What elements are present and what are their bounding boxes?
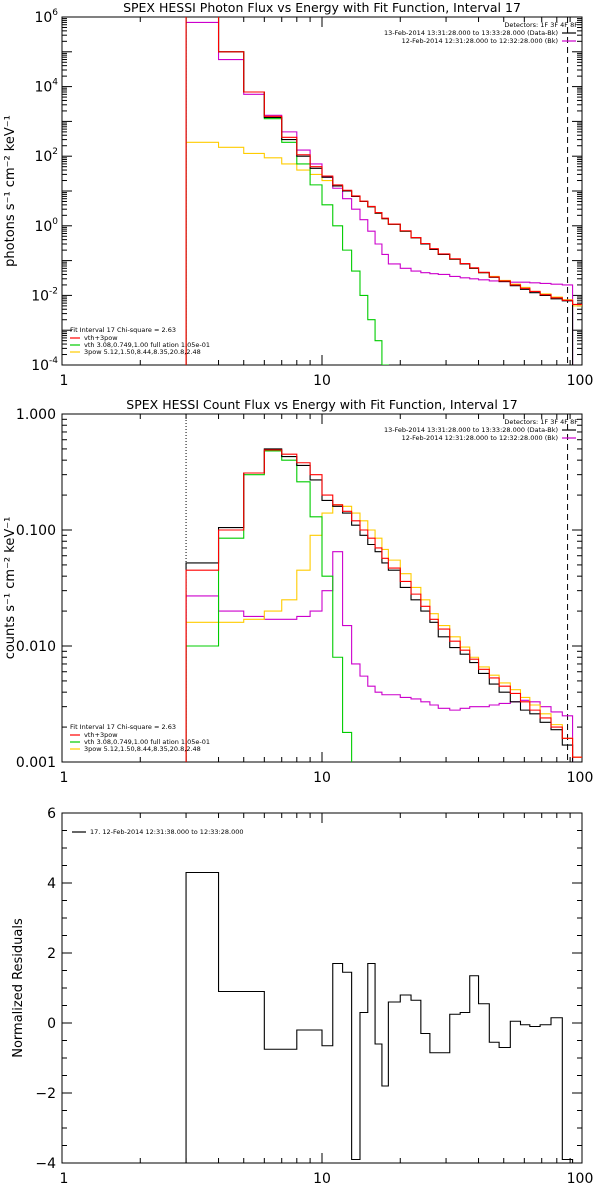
y-tick-label: 102 xyxy=(34,147,58,165)
series-line xyxy=(185,449,582,762)
series-line xyxy=(185,871,574,1163)
legend-entry: 3pow 5.12,1.50,8.44,8.35,20.8,2.48 xyxy=(84,745,201,753)
y-tick-label: −2 xyxy=(35,1086,56,1102)
y-tick-label: −4 xyxy=(35,1156,56,1172)
legend-entry: vth 3.08,0.749,1.00 full ation 1.05e-01 xyxy=(84,341,210,349)
y-tick-base: 10 xyxy=(31,358,49,374)
x-tick-label: 100 xyxy=(567,373,594,389)
x-tick-label: 10 xyxy=(313,373,331,389)
y-tick-label: 100 xyxy=(34,217,58,235)
legend-entry: 3pow 5.12,1.50,8.44,8.35,20.8,2.48 xyxy=(84,348,201,356)
chart-title: SPEX HESSI Count Flux vs Energy with Fit… xyxy=(126,397,517,412)
y-tick-label: 0.001 xyxy=(16,755,56,771)
legend-entry: vth+3pow xyxy=(84,334,118,342)
legend-entry: vth 3.08,0.749,1.00 full ation 1.05e-01 xyxy=(84,738,210,746)
legend-entry: 13-Feb-2014 13:31:28.000 to 13:33:28.000… xyxy=(384,426,558,434)
series-line xyxy=(185,17,582,365)
y-tick-label: 106 xyxy=(34,8,58,26)
series-line xyxy=(185,551,574,762)
y-axis-label: Normalized Residuals xyxy=(11,918,26,1058)
y-axis-label: counts s⁻¹ cm⁻² keV⁻¹ xyxy=(3,517,18,660)
y-tick-base: 10 xyxy=(34,10,52,26)
legend-entry: 12-Feb-2014 12:31:28.000 to 12:32:28.000… xyxy=(402,434,558,442)
chart-panel-2: SPEX HESSI Count Flux vs Energy with Fit… xyxy=(3,397,594,786)
legend-fit-interval: Fit Interval 17 Chi-square = 2.63 xyxy=(70,326,176,334)
legend-fit-interval: Fit Interval 17 Chi-square = 2.63 xyxy=(70,723,176,731)
legend-detectors: Detectors: 1F 3F 4F 8F xyxy=(504,21,578,29)
series-group xyxy=(185,17,582,365)
series-group xyxy=(185,871,574,1163)
y-tick-exp: -2 xyxy=(49,286,58,296)
legend-entry: 17. 12-Feb-2014 12:31:38.000 to 12:33:28… xyxy=(90,828,243,836)
y-tick-label: 10-2 xyxy=(31,286,58,304)
y-tick-base: 10 xyxy=(34,80,52,96)
y-tick-label: 0 xyxy=(47,1016,56,1032)
y-tick-exp: 0 xyxy=(52,217,58,227)
series-line xyxy=(185,17,582,365)
y-tick-label: 0.010 xyxy=(16,639,56,655)
legend-entry: 13-Feb-2014 13:31:28.000 to 13:33:28.000… xyxy=(384,29,558,37)
x-tick-label: 1 xyxy=(60,770,69,786)
legend-detectors: Detectors: 1F 3F 4F 8F xyxy=(504,418,578,426)
y-tick-base: 10 xyxy=(31,288,49,304)
y-tick-label: 6 xyxy=(47,806,56,822)
y-tick-label: 1.000 xyxy=(16,407,56,423)
y-axis-label: photons s⁻¹ cm⁻² keV⁻¹ xyxy=(3,115,18,267)
y-tick-base: 10 xyxy=(34,149,52,165)
chart-panel-1: SPEX HESSI Photon Flux vs Energy with Fi… xyxy=(3,0,594,389)
y-tick-label: 10-4 xyxy=(31,356,58,374)
plot-frame xyxy=(61,812,583,1164)
y-tick-label: 0.100 xyxy=(16,523,56,539)
y-tick-exp: 6 xyxy=(52,8,58,18)
series-group xyxy=(185,448,582,762)
y-tick-label: 104 xyxy=(34,78,58,96)
legend-entry: vth+3pow xyxy=(84,731,118,739)
y-tick-label: 2 xyxy=(47,946,56,962)
chart-panel-3: 1 10 100 6 4 2 0 −2 −4 Normalized Residuals 17. 12… xyxy=(11,806,593,1187)
x-tick-label: 100 xyxy=(567,1171,594,1187)
y-tick-exp: 2 xyxy=(52,147,58,157)
series-line xyxy=(185,21,582,365)
x-tick-label: 10 xyxy=(313,1171,331,1187)
x-tick-label: 1 xyxy=(60,373,69,389)
y-tick-base: 10 xyxy=(34,219,52,235)
series-line xyxy=(185,448,574,762)
chart-title: SPEX HESSI Photon Flux vs Energy with Fi… xyxy=(123,0,521,15)
x-tick-label: 10 xyxy=(313,770,331,786)
y-tick-exp: 4 xyxy=(52,78,58,88)
series-line xyxy=(185,504,582,762)
x-tick-label: 100 xyxy=(567,770,594,786)
y-tick-label: 4 xyxy=(47,876,56,892)
x-tick-label: 1 xyxy=(60,1171,69,1187)
series-line xyxy=(185,17,389,365)
series-line xyxy=(185,450,353,762)
plot-frame xyxy=(61,413,583,763)
legend-entry: 12-Feb-2014 12:31:28.000 to 12:32:28.000… xyxy=(402,37,558,45)
y-tick-exp: -4 xyxy=(49,356,58,366)
